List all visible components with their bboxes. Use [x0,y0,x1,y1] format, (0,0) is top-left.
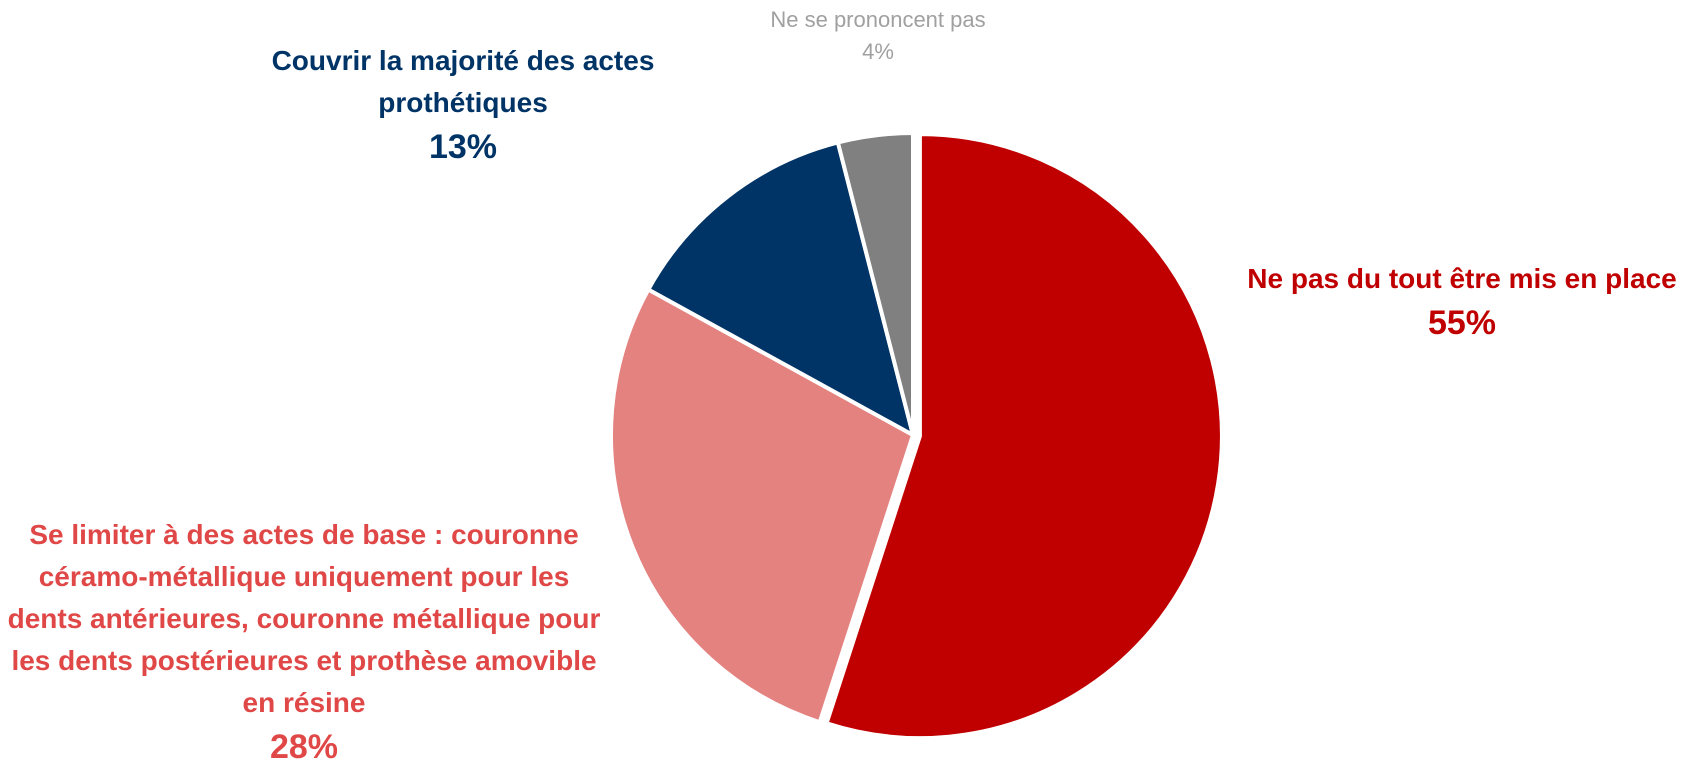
slice-label: Couvrir la majorité des actes prothétiqu… [243,40,683,170]
slice-label: Ne se prononcent pas 4% [728,4,1028,68]
category-label: Ne se prononcent pas [770,7,986,32]
pie-slice [824,132,1224,741]
slice-label: Se limiter à des actes de base : couronn… [6,514,602,770]
pie-slice [609,287,915,725]
pie-slice [646,140,915,437]
value-label: 4% [862,39,894,64]
value-label: 55% [1427,304,1497,342]
value-label: 13% [428,128,498,166]
category-label: Couvrir la majorité des actes prothétiqu… [271,45,655,118]
pie-slice [835,131,915,437]
category-label: Ne pas du tout être mis en place [1247,263,1677,294]
slice-label: Ne pas du tout être mis en place 55% [1222,258,1702,346]
category-label: Se limiter à des actes de base : couronn… [7,519,601,718]
value-label: 28% [269,728,339,766]
